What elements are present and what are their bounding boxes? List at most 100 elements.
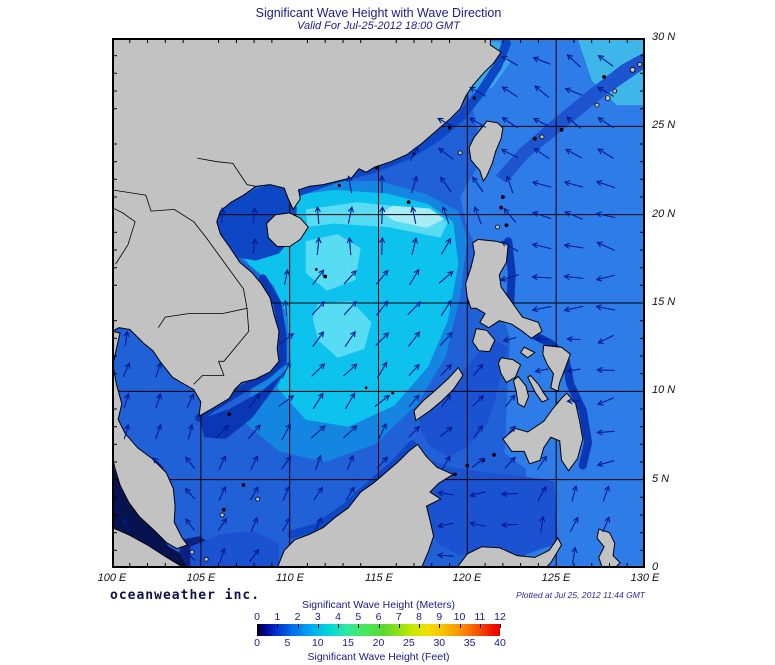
wave-arrow — [500, 240, 519, 252]
wave-arrow — [408, 331, 421, 347]
wave-arrow — [438, 270, 454, 284]
legend-bar-tick — [257, 624, 258, 628]
wave-arrow — [315, 236, 322, 255]
wave-arrow — [503, 207, 517, 223]
wave-height-map — [108, 37, 645, 572]
islet — [457, 150, 463, 156]
wave-arrow — [596, 241, 615, 251]
wave-arrow — [472, 176, 484, 193]
wave-arrow — [566, 367, 581, 374]
land-sulawesi — [455, 537, 563, 569]
wave-arrow — [346, 236, 353, 255]
wave-arrow — [278, 395, 295, 407]
wave-arrow — [312, 331, 325, 347]
y-axis-label: 30 N — [652, 31, 676, 43]
wave-arrow — [314, 205, 321, 225]
islet — [323, 274, 328, 279]
wave-arrow — [377, 422, 387, 441]
land-borneo — [276, 443, 455, 569]
y-axis-label: 5 N — [652, 473, 670, 485]
wave-arrow — [123, 330, 130, 347]
islet — [337, 183, 341, 188]
wave-arrow — [281, 422, 291, 441]
islet — [637, 62, 643, 67]
wave-arrow — [563, 273, 584, 280]
legend-meters-tick-label: 0 — [254, 611, 260, 623]
wave-arrow — [185, 456, 195, 469]
wave-arrow — [441, 205, 450, 225]
legend-meters-tick-label: 11 — [474, 611, 486, 623]
wave-arrow — [500, 490, 519, 497]
legend-feet-tick-label: 25 — [403, 637, 415, 649]
islet — [465, 463, 470, 468]
wave-arrow — [566, 116, 582, 129]
islet — [241, 483, 246, 487]
wave-arrow — [343, 269, 357, 285]
wave-arrow — [312, 392, 324, 409]
legend-bar-tick — [459, 624, 461, 628]
wave-arrow — [597, 148, 614, 159]
wave-arrow — [218, 485, 227, 501]
wave-arrow — [597, 117, 614, 129]
wave-arrow — [569, 516, 579, 533]
wave-arrow — [347, 206, 354, 225]
islet — [532, 136, 537, 141]
land-malay-peninsula — [111, 330, 189, 550]
wave-arrow — [564, 210, 583, 220]
wave-arrow — [343, 300, 357, 316]
land-luzon — [465, 238, 543, 339]
wave-arrow — [473, 424, 483, 439]
wave-arrow — [571, 546, 578, 564]
islet — [604, 95, 611, 101]
islet — [495, 224, 500, 230]
wave-arrow — [311, 300, 325, 316]
wave-arrow — [185, 518, 195, 531]
y-axis-label: 10 N — [652, 384, 676, 396]
legend-bar-tick — [317, 624, 319, 628]
islet — [447, 126, 452, 130]
wave-arrow — [187, 423, 194, 440]
wave-arrow — [469, 520, 486, 528]
wave-arrow — [155, 392, 163, 409]
oceanweather-logo: oceanweather inc. — [110, 588, 261, 603]
islet — [189, 549, 195, 555]
wave-arrow — [283, 268, 290, 285]
islet — [364, 386, 368, 390]
wave-arrow — [346, 454, 355, 471]
wave-arrow — [501, 55, 518, 66]
wave-arrow — [596, 366, 615, 374]
wave-arrow — [376, 456, 389, 469]
wave-arrow — [152, 457, 164, 469]
y-axis-label: 0 — [652, 561, 659, 573]
legend-bar-tick — [338, 624, 339, 628]
islet — [629, 66, 636, 73]
ocean-zone-bright-patch-b — [312, 301, 372, 358]
wave-arrow — [121, 517, 131, 531]
wave-arrow — [564, 87, 583, 96]
wave-arrow — [502, 336, 517, 343]
wave-arrow — [437, 117, 455, 128]
wave-arrow — [441, 394, 452, 408]
wave-arrow — [378, 174, 386, 194]
wave-arrow — [379, 236, 386, 256]
wave-arrow — [539, 515, 546, 533]
wave-arrow — [566, 54, 581, 68]
wave-arrow — [571, 484, 578, 502]
islet — [391, 391, 395, 395]
wave-arrow — [314, 454, 322, 471]
wave-arrow — [436, 552, 455, 559]
wave-arrow — [504, 456, 516, 469]
wave-arrow — [278, 333, 295, 346]
land-samar-leyte — [542, 344, 571, 393]
wave-arrow — [472, 363, 484, 377]
wave-arrow — [376, 361, 388, 379]
ocean-zone-pale-patch — [382, 205, 445, 228]
x-axis-label: 115 E — [365, 572, 393, 584]
wave-arrow — [439, 426, 453, 438]
y-axis-label: 25 N — [652, 119, 676, 131]
wave-arrow — [122, 362, 131, 378]
wave-arrow — [595, 304, 616, 311]
legend-feet-tick-label: 10 — [311, 637, 324, 649]
wave-arrow — [437, 522, 455, 529]
ocean-zone-sulu-sea — [419, 338, 509, 457]
